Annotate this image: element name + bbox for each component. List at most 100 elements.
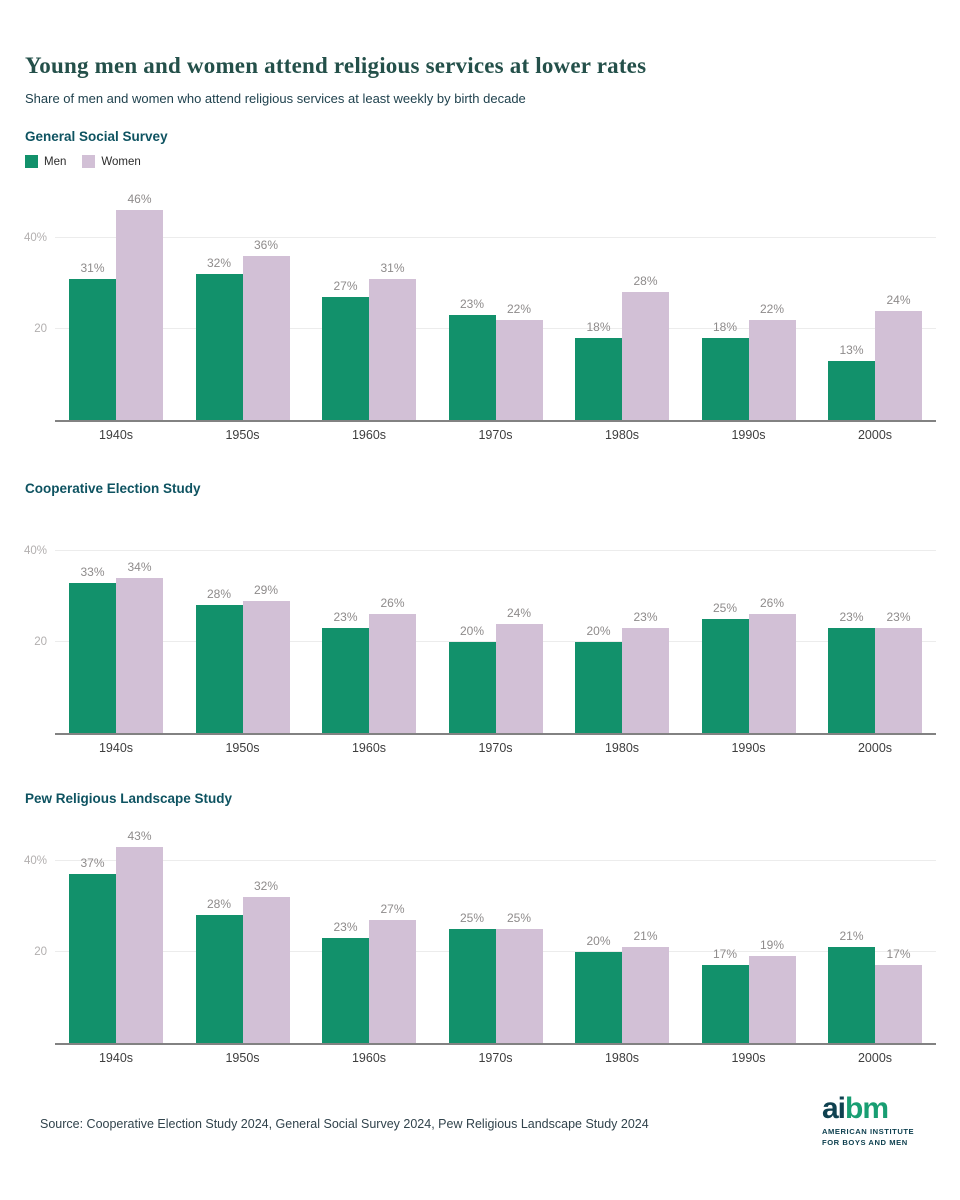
bar-men-1970s: 23%: [448, 297, 496, 420]
men-color-swatch: [25, 155, 38, 168]
bar-group-1990s: 18% 22% 1990s: [701, 192, 796, 442]
x-axis-tick-2000s: 2000s: [857, 1051, 893, 1065]
legend: Men Women: [25, 155, 141, 168]
bar-women-1980s: 23%: [622, 610, 669, 733]
bar-men-1950s: 28%: [195, 587, 243, 733]
bar-women-1950s: 32%: [242, 879, 290, 1043]
bar-women-2000s: 24%: [875, 293, 922, 420]
aibm-wordmark-icon: aibm: [822, 1094, 952, 1124]
bar-women-1960s: 27%: [369, 902, 416, 1043]
bar-group-2000s: 23% 23% 2000s: [828, 505, 922, 755]
value-label-men-1960s: 27%: [333, 278, 358, 293]
x-axis-tick-1960s: 1960s: [351, 741, 387, 755]
bar-group-1950s: 32% 36% 1950s: [195, 192, 290, 442]
x-axis-tick-1940s: 1940s: [98, 1051, 134, 1065]
value-label-women-1940s: 43%: [127, 828, 152, 843]
value-label-men-1970s: 23%: [459, 297, 485, 312]
bar-men-1990s: 17%: [701, 947, 749, 1043]
x-axis-tick-1990s: 1990s: [731, 428, 766, 442]
page-title: Young men and women attend religious ser…: [25, 53, 647, 78]
bar-men-1970s: 25%: [448, 911, 496, 1043]
bar-women-1970s: 24%: [495, 606, 543, 733]
bar-group-1950s: 28% 32% 1950s: [195, 815, 290, 1065]
y-axis-tick-40: 40%: [23, 854, 47, 867]
bar-women-1990s: 22%: [748, 302, 796, 420]
legend-label-men: Men: [44, 155, 67, 168]
legend-label-women: Women: [101, 155, 141, 168]
value-label-women-1980s: 28%: [633, 274, 658, 289]
value-label-women-1940s: 46%: [127, 192, 152, 207]
bar-group-1960s: 23% 27% 1960s: [322, 815, 416, 1065]
value-label-men-1940s: 37%: [80, 856, 105, 871]
bar-group-2000s: 21% 17% 2000s: [828, 815, 922, 1065]
value-label-women-1960s: 31%: [380, 260, 405, 275]
x-axis-tick-1980s: 1980s: [604, 1051, 640, 1065]
source-note: Source: Cooperative Election Study 2024,…: [40, 1117, 649, 1131]
y-axis-tick-40: 40%: [23, 231, 47, 244]
bar-group-1980s: 20% 23% 1980s: [575, 505, 669, 755]
value-label-women-1940s: 34%: [127, 559, 152, 574]
bar-groups: 33% 34% 1940s 28% 29% 1950s 23% 26% 1960s 20% 24% 1…: [55, 505, 936, 755]
bar-group-1960s: 23% 26% 1960s: [322, 505, 416, 755]
bar-groups: 37% 43% 1940s 28% 32% 1950s 23% 27% 1960s 25% 25% 1…: [55, 815, 936, 1065]
value-label-women-1950s: 36%: [253, 237, 279, 252]
value-label-men-1990s: 18%: [712, 319, 738, 334]
x-axis-tick-2000s: 2000s: [857, 741, 893, 755]
value-label-men-1980s: 20%: [586, 623, 611, 638]
bar-group-1950s: 28% 29% 1950s: [195, 505, 290, 755]
bar-men-1940s: 33%: [69, 565, 116, 733]
x-axis-tick-2000s: 2000s: [857, 428, 893, 442]
x-axis-tick-1960s: 1960s: [351, 1051, 387, 1065]
legend-item-women: Women: [82, 155, 141, 168]
gridline-40: [55, 859, 936, 861]
gridline-40: [55, 236, 936, 238]
gridline-40: [55, 549, 936, 551]
value-label-women-2000s: 23%: [886, 610, 911, 625]
value-label-men-1940s: 31%: [80, 260, 105, 275]
bar-group-1940s: 31% 46% 1940s: [69, 192, 163, 442]
value-label-men-1940s: 33%: [80, 564, 105, 579]
chart-general-social-survey: General Social Survey 20 40% 31% 46% 1940s 32…: [0, 129, 960, 459]
plot-area-general-social-survey: 20 40% 31% 46% 1940s 32% 36% 1950s 27% 31% 1960s 23…: [24, 192, 936, 442]
x-axis-tick-1970s: 1970s: [478, 1051, 513, 1065]
bar-group-1980s: 20% 21% 1980s: [575, 815, 669, 1065]
bar-groups: 31% 46% 1940s 32% 36% 1950s 27% 31% 1960s 23% 22% 1…: [55, 192, 936, 442]
bar-men-1940s: 37%: [69, 856, 116, 1043]
bar-group-1960s: 27% 31% 1960s: [322, 192, 416, 442]
bar-group-1940s: 33% 34% 1940s: [69, 505, 163, 755]
bar-men-1980s: 18%: [575, 320, 622, 420]
value-label-women-1950s: 32%: [253, 879, 279, 894]
bar-men-1960s: 23%: [322, 920, 369, 1043]
bar-group-2000s: 13% 24% 2000s: [828, 192, 922, 442]
bar-men-1980s: 20%: [575, 624, 622, 733]
value-label-women-1950s: 29%: [253, 582, 279, 597]
value-label-women-1970s: 24%: [506, 605, 532, 620]
chart-title-general-social-survey: General Social Survey: [25, 129, 168, 144]
value-label-men-1990s: 17%: [712, 947, 738, 962]
x-axis-tick-1950s: 1950s: [225, 741, 260, 755]
value-label-women-1990s: 26%: [759, 596, 785, 611]
value-label-men-1950s: 28%: [206, 587, 232, 602]
bar-group-1980s: 18% 28% 1980s: [575, 192, 669, 442]
bar-men-1990s: 25%: [701, 601, 749, 733]
y-axis-tick-40: 40%: [23, 544, 47, 557]
bar-women-1940s: 34%: [116, 560, 163, 733]
logo-caption-line1: AMERICAN INSTITUTE: [822, 1126, 915, 1136]
logo-caption-line2: FOR BOYS AND MEN: [822, 1138, 908, 1147]
x-axis-tick-1940s: 1940s: [98, 428, 134, 442]
bar-women-1980s: 28%: [622, 274, 669, 420]
value-label-men-1950s: 32%: [206, 256, 232, 271]
bar-women-1990s: 26%: [748, 596, 796, 733]
x-axis-tick-1950s: 1950s: [225, 1051, 260, 1065]
value-label-men-1970s: 25%: [459, 911, 485, 925]
bar-men-1970s: 20%: [448, 624, 496, 733]
x-axis-tick-1960s: 1960s: [351, 428, 387, 442]
aibm-logo: aibm AMERICAN INSTITUTE FOR BOYS AND MEN: [822, 1094, 952, 1148]
bar-men-1960s: 27%: [322, 279, 369, 420]
bar-men-1940s: 31%: [69, 261, 116, 420]
bar-group-1990s: 17% 19% 1990s: [701, 815, 796, 1065]
bar-women-2000s: 17%: [875, 947, 922, 1043]
value-label-men-1970s: 20%: [459, 623, 485, 638]
x-axis-tick-1970s: 1970s: [478, 741, 513, 755]
bar-group-1970s: 25% 25% 1970s: [448, 815, 543, 1065]
